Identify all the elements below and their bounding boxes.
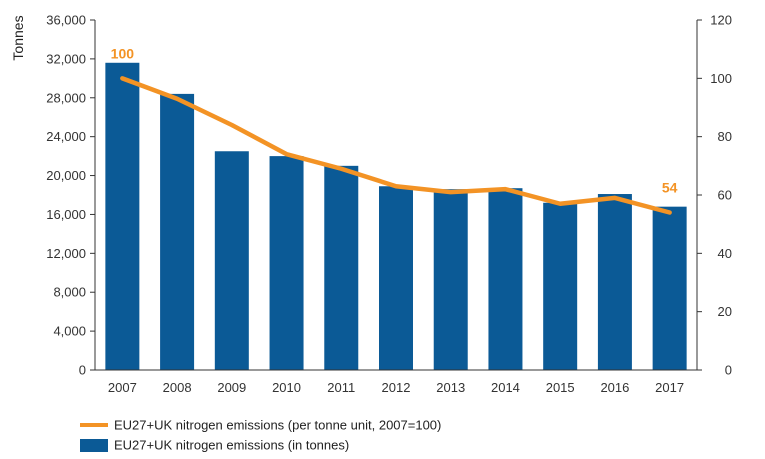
right-tick-label: 20: [718, 304, 732, 319]
legend-label: EU27+UK nitrogen emissions (in tonnes): [114, 438, 349, 453]
left-axis-ticks: 0 4,000 8,000 12,000 16,000 20,000 24,000 28,00…: [46, 13, 95, 378]
x-tick-label: 2013: [436, 380, 465, 395]
right-axis-ticks: 0 20 40 60 80 100 120: [697, 13, 732, 378]
x-tick-label: 2008: [163, 380, 192, 395]
x-tick-label: 2009: [217, 380, 246, 395]
legend-box-swatch: [80, 439, 108, 452]
left-tick-label: 12,000: [46, 246, 86, 261]
x-tick-label: 2016: [600, 380, 629, 395]
bar-2015: [543, 202, 578, 370]
x-tick-label: 2007: [108, 380, 137, 395]
x-tick-label: 2017: [655, 380, 684, 395]
left-axis-label: Tonnes: [10, 15, 26, 60]
bar-2008: [160, 93, 195, 370]
bar-2011: [324, 165, 359, 370]
bar-series: [105, 62, 687, 371]
left-tick-label: 0: [79, 363, 86, 378]
left-tick-label: 24,000: [46, 129, 86, 144]
right-tick-label: 40: [718, 246, 732, 261]
line-series: [120, 76, 672, 215]
bar-2012: [379, 186, 413, 370]
left-tick-label: 36,000: [46, 13, 86, 28]
right-tick-label: 120: [710, 13, 732, 28]
data-label: 54: [662, 180, 678, 196]
x-tick-label: 2014: [491, 380, 520, 395]
legend: EU27+UK nitrogen emissions (per tonne un…: [80, 418, 441, 453]
x-tick-label: 2012: [382, 380, 411, 395]
bar-2014: [488, 188, 523, 370]
bar-2017: [652, 206, 687, 370]
axes: [94, 20, 698, 371]
x-tick-label: 2010: [272, 380, 301, 395]
left-tick-label: 8,000: [53, 285, 86, 300]
left-tick-label: 32,000: [46, 51, 86, 66]
bar-2013: [433, 189, 468, 370]
right-tick-label: 100: [710, 71, 732, 86]
left-tick-label: 28,000: [46, 90, 86, 105]
x-tick-label: 2011: [327, 380, 355, 395]
bar-2010: [269, 156, 304, 370]
right-tick-label: 60: [718, 188, 732, 203]
left-tick-label: 20,000: [46, 168, 86, 183]
bar-2016: [597, 194, 632, 370]
data-labels: 100 54: [111, 45, 678, 195]
bar-2009: [214, 151, 249, 370]
right-tick-label: 0: [725, 363, 732, 378]
right-tick-label: 80: [718, 129, 732, 144]
bar-2007: [105, 62, 140, 371]
x-axis-ticks: 2007 2008 2009 2010 2011 2012 2013 2014 2015 2016…: [108, 380, 684, 395]
data-label: 100: [111, 45, 135, 61]
left-tick-label: 4,000: [53, 324, 86, 339]
legend-label: EU27+UK nitrogen emissions (per tonne un…: [114, 418, 441, 433]
x-tick-label: 2015: [546, 380, 575, 395]
left-tick-label: 16,000: [46, 207, 86, 222]
